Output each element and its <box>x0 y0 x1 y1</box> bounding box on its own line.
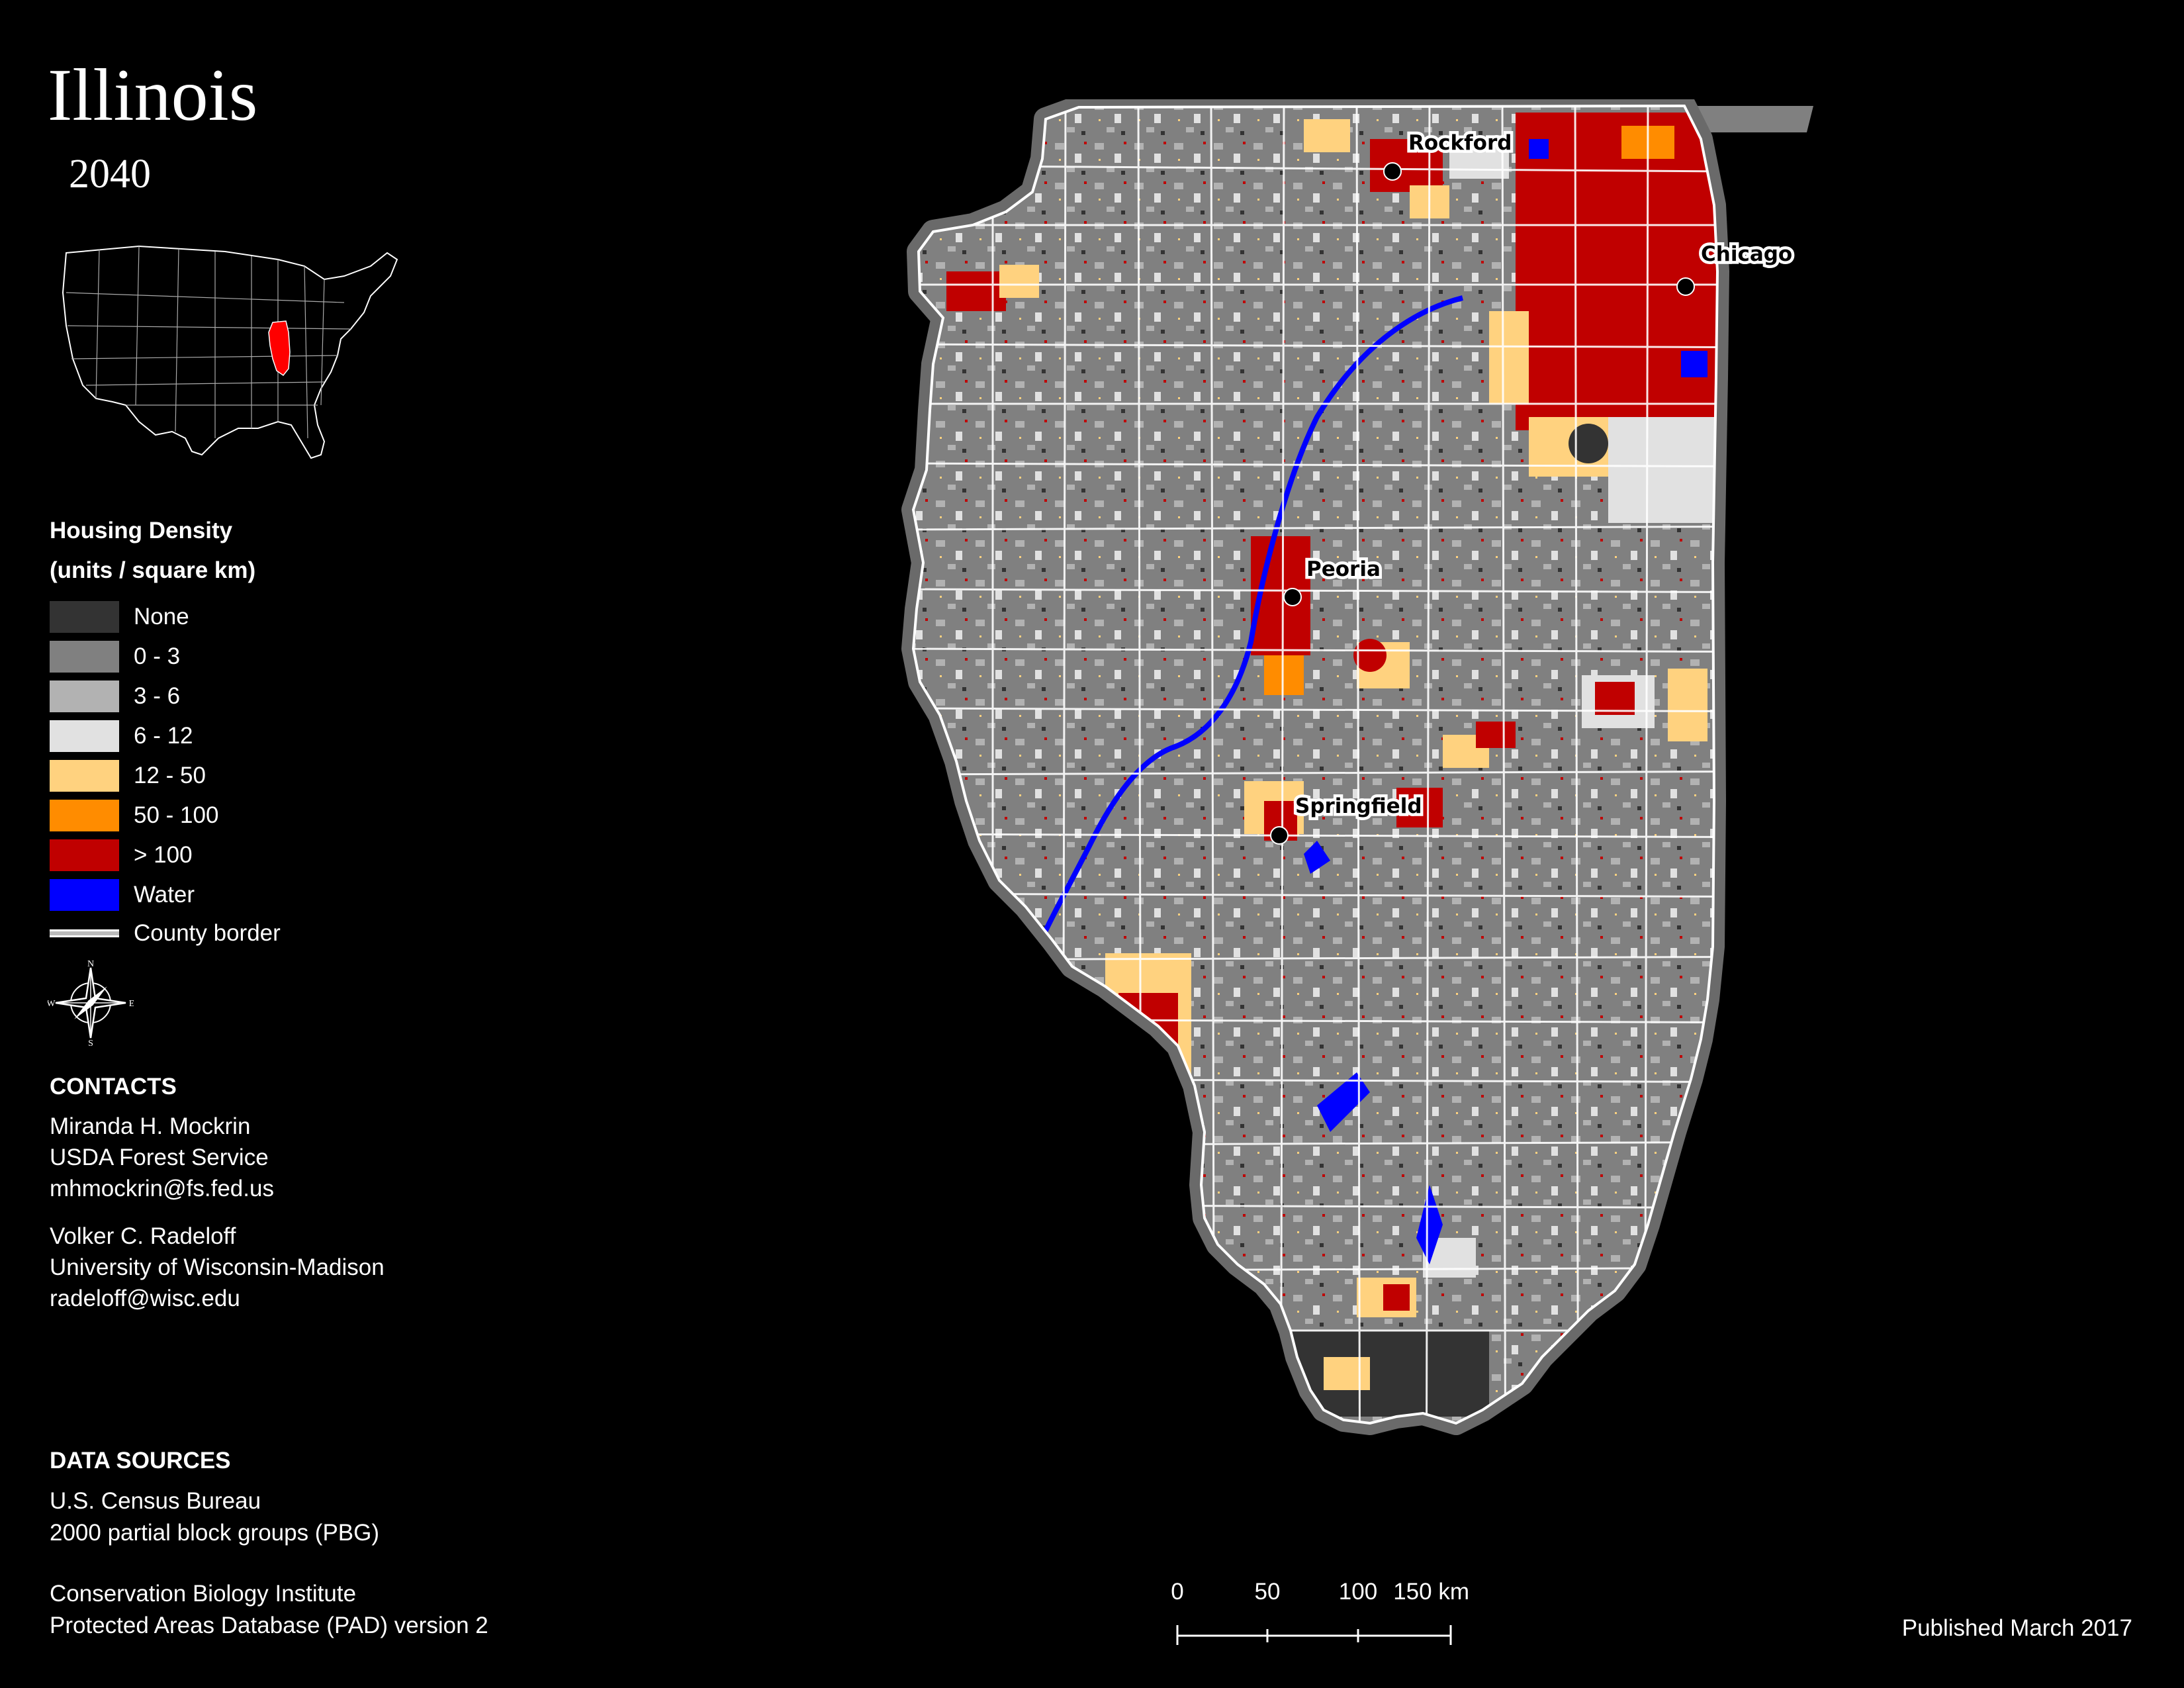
map-year: 2040 <box>69 152 151 197</box>
legend-swatch <box>50 760 119 792</box>
map-title: Illinois <box>48 54 258 136</box>
legend-item-6-12: 6 - 12 <box>50 720 314 753</box>
legend-label: None <box>134 604 189 630</box>
illinois-river <box>1030 295 1463 961</box>
legend-label: 50 - 100 <box>134 802 219 828</box>
contact-name: Miranda H. Mockrin <box>50 1113 251 1139</box>
data-source-line: Conservation Biology Institute <box>50 1581 357 1607</box>
compass-rose-icon: N S E W <box>48 960 134 1046</box>
city-label-rockford: Rockford <box>1408 131 1512 155</box>
city-label-peoria: Peoria <box>1306 557 1381 581</box>
compass-n: N <box>87 960 94 969</box>
city-label-springfield: Springfield <box>1295 794 1422 818</box>
data-source-line: Protected Areas Database (PAD) version 2 <box>50 1613 488 1638</box>
champaign-area <box>1582 669 1707 741</box>
city-label-chicago: Chicago <box>1701 242 1792 266</box>
legend-item-0-3: 0 - 3 <box>50 641 314 674</box>
legend-title: Housing Density <box>50 518 233 543</box>
legend-swatch <box>50 839 119 871</box>
state-border-line <box>1684 106 1813 132</box>
compass-s: S <box>88 1039 93 1046</box>
legend-label: 3 - 6 <box>134 683 181 709</box>
contact-org: University of Wisconsin-Madison <box>50 1254 385 1280</box>
published-date: Published March 2017 <box>1901 1615 2132 1641</box>
legend-item-50-100: 50 - 100 <box>50 800 314 833</box>
legend-item-county-border: County border <box>50 917 314 951</box>
data-sources-title: DATA SOURCES <box>50 1448 231 1474</box>
scale-tick-label: 50 <box>1254 1579 1281 1605</box>
legend-label: 0 - 3 <box>134 643 181 669</box>
legend-label: County border <box>134 920 281 946</box>
scale-bar-line <box>1176 1625 1452 1645</box>
legend-item-3-6: 3 - 6 <box>50 680 314 714</box>
legend-item-over-100: > 100 <box>50 839 314 872</box>
scale-tick-label: 0 <box>1171 1579 1184 1605</box>
us-outline <box>62 245 398 459</box>
illinois-housing-density-map: Rockford Chicago Peoria Springfield <box>901 99 1813 1435</box>
contacts-title: CONTACTS <box>50 1074 177 1100</box>
legend-swatch <box>50 800 119 831</box>
scale-tick-label: 150 km <box>1393 1579 1469 1605</box>
legend-swatch <box>50 601 119 633</box>
contact-email: radeloff@wisc.edu <box>50 1286 240 1311</box>
legend-label: Water <box>134 882 195 908</box>
scale-tick-label: 100 <box>1338 1579 1378 1605</box>
carlyle-lake <box>1317 1072 1370 1132</box>
data-source-line: U.S. Census Bureau <box>50 1488 261 1514</box>
compass-w: W <box>48 999 56 1009</box>
city-marker-chicago <box>1676 277 1695 296</box>
state-outline <box>911 104 1719 1425</box>
legend-label: 6 - 12 <box>134 723 193 749</box>
legend-swatch <box>50 879 119 911</box>
quad-cities-area <box>946 265 1039 311</box>
legend-label: > 100 <box>134 842 193 868</box>
scale-bar: 0 50 100 150 km <box>1165 1579 1469 1652</box>
rockford-area <box>1304 119 1509 218</box>
contact-name: Volker C. Radeloff <box>50 1223 236 1249</box>
legend-label: 12 - 50 <box>134 763 206 788</box>
legend-swatch <box>50 680 119 712</box>
city-marker-peoria <box>1283 588 1302 606</box>
us-locator-map <box>62 245 398 459</box>
legend-units: (units / square km) <box>50 557 256 583</box>
legend-item-12-50: 12 - 50 <box>50 760 314 793</box>
rend-lake <box>1416 1185 1443 1264</box>
illinois-highlight <box>268 320 291 377</box>
compass-e: E <box>129 999 134 1009</box>
city-marker-springfield <box>1270 826 1289 845</box>
chicago-metro-area <box>1489 113 1717 523</box>
contact-org: USDA Forest Service <box>50 1145 269 1170</box>
county-border-swatch <box>50 929 119 937</box>
legend-item-water: Water <box>50 879 314 912</box>
legend-item-none: None <box>50 601 314 634</box>
city-marker-rockford <box>1383 162 1402 181</box>
lake-springfield <box>1304 841 1330 874</box>
data-source-line: 2000 partial block groups (PBG) <box>50 1520 380 1546</box>
legend-swatch <box>50 641 119 673</box>
legend-swatch <box>50 720 119 752</box>
contact-email: mhmockrin@fs.fed.us <box>50 1176 274 1201</box>
